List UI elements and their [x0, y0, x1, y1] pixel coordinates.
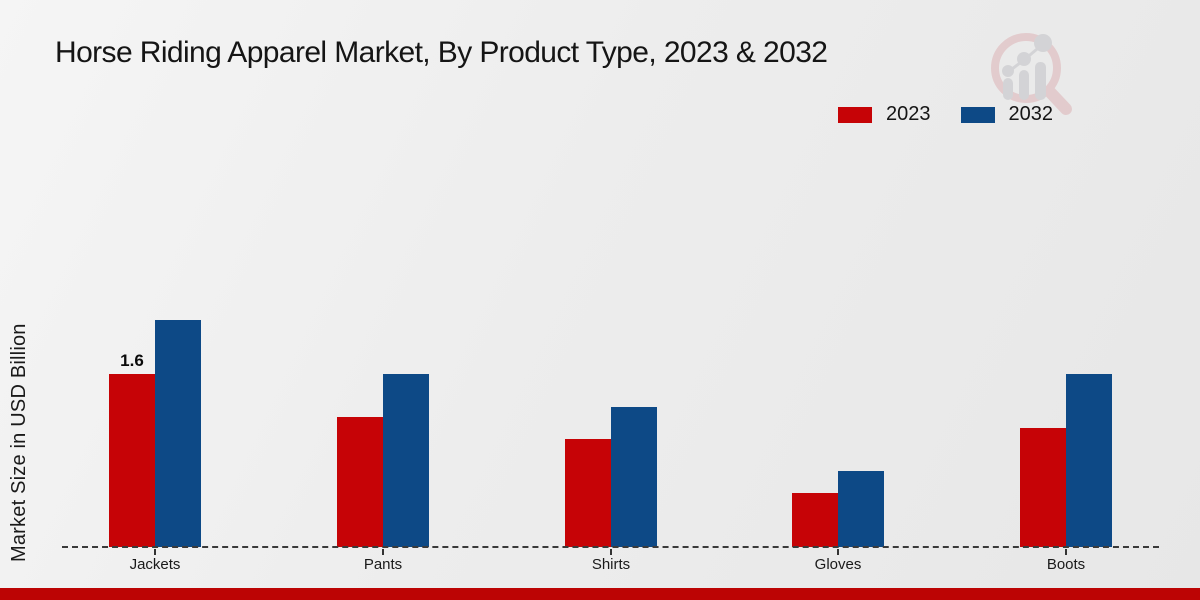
bar-2032-boots — [1066, 374, 1112, 547]
magnifier-chart-watermark-logo — [991, 33, 1072, 115]
legend-label-2032: 2032 — [1008, 103, 1054, 125]
category-label-boots: Boots — [1046, 556, 1086, 573]
bar-2023-shirts — [565, 439, 611, 547]
bar-2023-jackets — [109, 374, 155, 547]
bar-2032-shirts — [611, 407, 657, 547]
category-label-gloves: Gloves — [814, 556, 862, 573]
bar-2032-pants — [383, 374, 429, 547]
category-label-shirts: Shirts — [591, 556, 631, 573]
legend-item-2023: 2023 — [838, 103, 931, 126]
bar-2023-boots — [1020, 428, 1066, 547]
x-axis-baseline — [62, 546, 1159, 548]
legend-label-2023: 2023 — [886, 103, 931, 125]
footer-accent-bar — [0, 588, 1200, 600]
bar-2023-gloves — [792, 493, 838, 547]
legend-item-2032: 2032 — [960, 103, 1054, 126]
x-axis-tick — [154, 549, 156, 555]
bar-2023-pants — [337, 417, 383, 547]
data-label-2023-jackets: 1.6 — [120, 351, 144, 371]
chart-title: Horse Riding Apparel Market, By Product … — [55, 36, 828, 69]
x-axis-tick — [610, 549, 612, 555]
x-axis-tick — [1065, 549, 1067, 555]
bar-2032-jackets — [155, 320, 201, 547]
category-label-pants: Pants — [363, 556, 403, 573]
category-label-jackets: Jackets — [129, 556, 181, 573]
legend: 2023 2032 — [838, 103, 1053, 126]
x-axis-tick — [382, 549, 384, 555]
legend-swatch-2023-icon — [838, 106, 872, 123]
bar-2032-gloves — [838, 471, 884, 547]
x-axis-tick — [837, 549, 839, 555]
legend-swatch-2032-icon — [960, 106, 995, 123]
